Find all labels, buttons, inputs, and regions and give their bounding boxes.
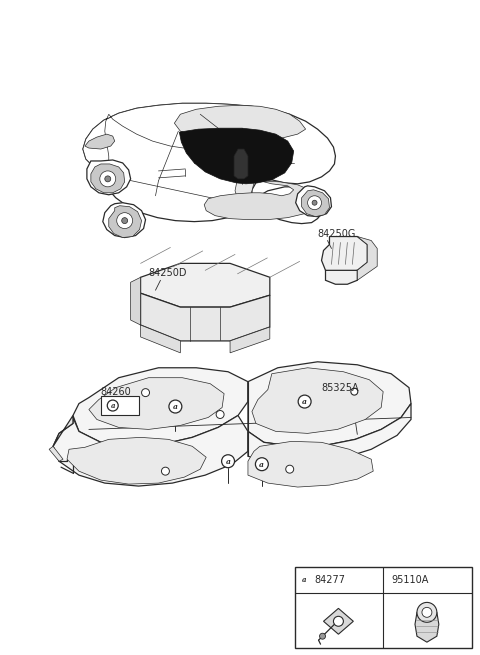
Circle shape — [161, 467, 169, 475]
Polygon shape — [141, 325, 180, 353]
Polygon shape — [89, 378, 224, 430]
Polygon shape — [141, 263, 270, 307]
Polygon shape — [67, 438, 206, 484]
Circle shape — [117, 213, 132, 229]
Polygon shape — [230, 327, 270, 353]
Polygon shape — [53, 415, 248, 486]
Polygon shape — [91, 164, 125, 193]
Polygon shape — [131, 277, 141, 325]
Circle shape — [298, 395, 311, 408]
Polygon shape — [324, 608, 353, 634]
Circle shape — [308, 196, 322, 210]
FancyBboxPatch shape — [295, 567, 472, 648]
Polygon shape — [103, 203, 145, 238]
Polygon shape — [357, 236, 377, 280]
Circle shape — [422, 607, 432, 617]
Polygon shape — [180, 128, 294, 184]
Circle shape — [299, 574, 310, 585]
Polygon shape — [234, 149, 248, 179]
Polygon shape — [296, 186, 332, 217]
Circle shape — [312, 200, 317, 205]
Polygon shape — [87, 160, 131, 195]
Circle shape — [142, 388, 150, 396]
Text: a: a — [226, 458, 230, 466]
Polygon shape — [141, 293, 270, 341]
Polygon shape — [73, 367, 248, 446]
FancyBboxPatch shape — [101, 396, 139, 415]
Circle shape — [105, 176, 111, 182]
Circle shape — [320, 633, 325, 639]
Text: a: a — [302, 398, 307, 406]
Text: 95110A: 95110A — [391, 574, 429, 584]
Circle shape — [255, 458, 268, 471]
Polygon shape — [415, 612, 439, 642]
Text: a: a — [302, 576, 307, 584]
Circle shape — [100, 171, 116, 187]
Circle shape — [222, 455, 235, 468]
Text: a: a — [110, 402, 115, 410]
Polygon shape — [83, 103, 336, 223]
Polygon shape — [252, 367, 383, 434]
Polygon shape — [235, 169, 256, 206]
Polygon shape — [109, 206, 142, 238]
Polygon shape — [325, 271, 357, 284]
Polygon shape — [174, 105, 306, 142]
Circle shape — [216, 411, 224, 419]
Polygon shape — [248, 403, 411, 464]
Polygon shape — [85, 134, 115, 149]
Polygon shape — [322, 236, 367, 274]
Circle shape — [122, 217, 128, 223]
Text: 84277: 84277 — [314, 574, 346, 584]
Circle shape — [169, 400, 182, 413]
Polygon shape — [83, 103, 270, 176]
Polygon shape — [49, 446, 63, 461]
Polygon shape — [53, 415, 73, 446]
Circle shape — [286, 465, 294, 473]
Text: a: a — [259, 460, 264, 469]
Text: a: a — [173, 403, 178, 411]
Circle shape — [351, 388, 358, 395]
Circle shape — [334, 616, 343, 626]
Text: 84250G: 84250G — [318, 229, 356, 238]
Polygon shape — [248, 441, 373, 487]
Polygon shape — [204, 181, 315, 219]
Polygon shape — [301, 190, 329, 217]
Text: 84250D: 84250D — [148, 269, 187, 278]
Polygon shape — [248, 362, 411, 446]
Text: 84260: 84260 — [101, 386, 132, 397]
Text: 85325A: 85325A — [322, 383, 359, 392]
Circle shape — [417, 603, 437, 622]
Circle shape — [107, 400, 118, 411]
